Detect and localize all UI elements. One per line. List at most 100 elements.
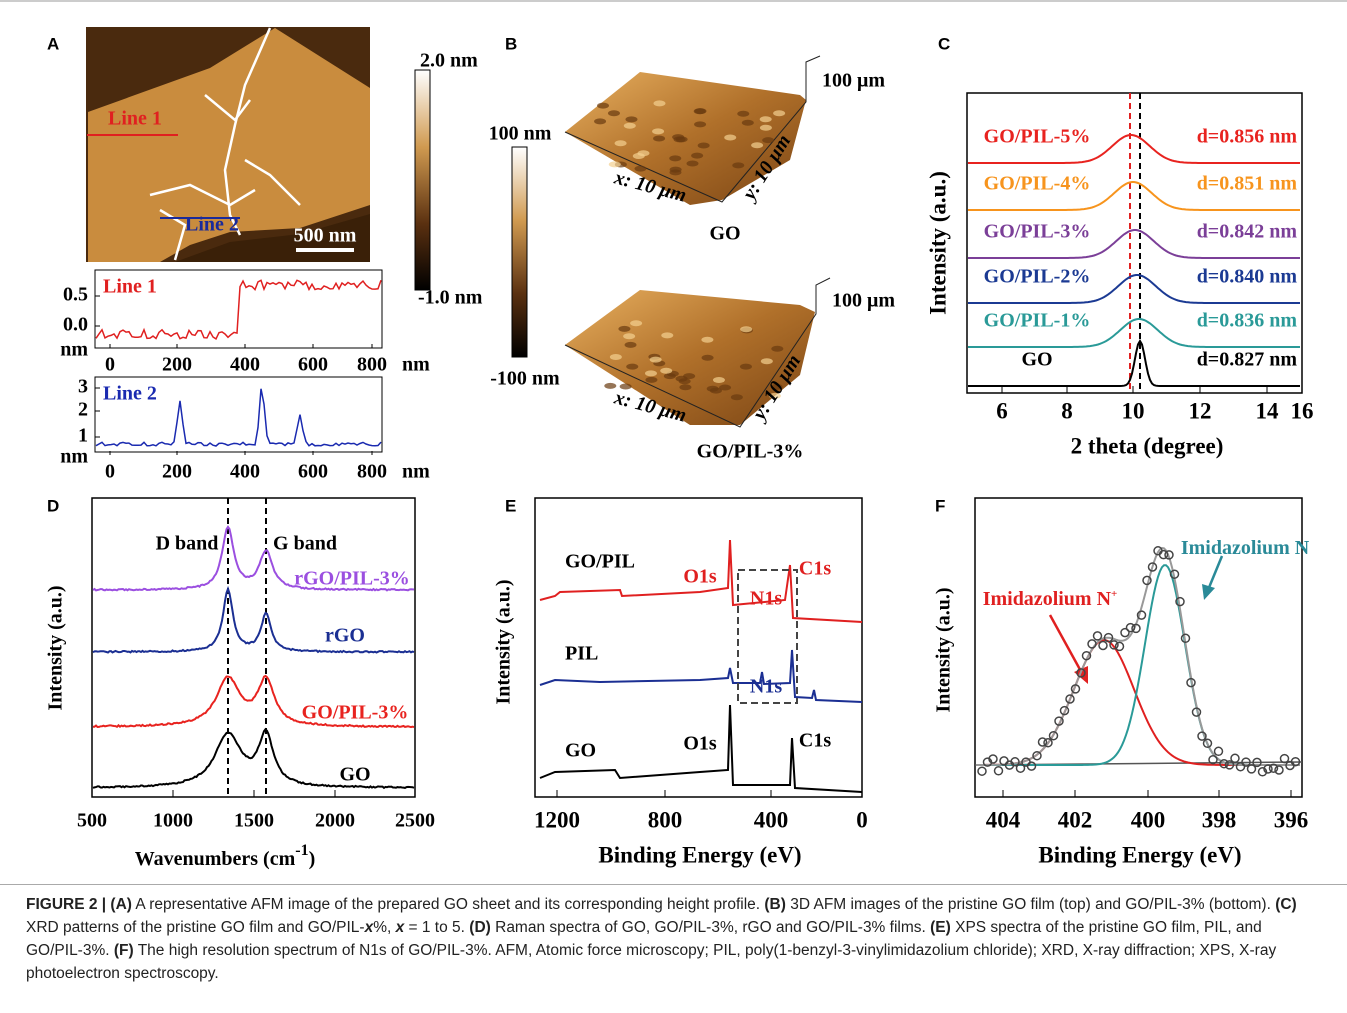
measured-point [1197,731,1207,741]
tick-label: 398 [1202,807,1237,832]
texture [693,108,706,115]
axes-3d [564,277,831,428]
tick-label: 400 [1131,807,1166,832]
texture [701,354,714,361]
texture [644,370,657,377]
series-label: rGO [325,625,365,647]
texture [686,160,699,167]
label: Line 2 [103,383,157,405]
measured-point [1268,763,1279,773]
tick-label: 0.0 [63,314,88,336]
series-label: GO [339,764,370,786]
texture [760,358,773,365]
label: GO [709,223,740,245]
measured-point [1213,746,1224,757]
measured-point [1032,750,1042,761]
scale-bar [296,248,354,252]
texture [732,162,745,169]
texture [594,118,607,125]
series-label: GO/PIL [565,551,635,573]
xrd-pattern [968,318,1300,348]
tick-label: 400 [754,807,789,832]
texture [649,356,662,363]
texture [653,100,666,107]
xrd-pattern [968,134,1300,164]
measured-point [1131,623,1141,634]
axes-3d [564,55,821,203]
texture [634,165,647,172]
tick-label: 2000 [315,810,355,832]
measured-point [1103,632,1114,643]
label: GO/PIL-3% [697,441,804,463]
series-label: PIL [565,643,598,665]
tick-label: 12 [1189,398,1212,423]
spectrum [539,704,863,793]
measured-point [977,766,987,776]
texture [618,325,631,332]
measured-point [1114,641,1125,652]
texture [730,394,743,401]
peak-label: C1s [799,558,831,580]
axis-title: Intensity (a.u.) [925,171,950,315]
texture [719,384,732,391]
caption-text: XPS spectra of the pristine GO film, PIL… [26,919,1262,959]
colorbar-label: -1.0 nm [418,287,483,309]
component-label: Imidazolium N [1181,537,1310,559]
texture [672,134,685,141]
raman-spectrum [92,727,415,790]
measured-point [1092,631,1103,641]
caption-text: FIGURE 2 | (A) [26,896,132,913]
texture [630,320,643,327]
measured-point [1246,764,1257,774]
label: Line 1 [103,276,157,298]
axis-title: Binding Energy (eV) [1038,842,1241,867]
highlight-box [737,569,798,704]
component-label-part: Imidazolium N [983,588,1112,610]
series-label: d=0.840 nm [1197,266,1298,288]
series-label: d=0.842 nm [1197,221,1298,243]
texture [697,142,710,149]
measured-point [1202,738,1213,749]
panel-label: F [935,496,945,515]
tick-label: 396 [1274,807,1309,832]
tick-label: 16 [1291,398,1314,423]
caption-text: (C) [1275,896,1297,913]
texture [609,353,622,360]
measured-point [1026,761,1037,771]
axis-title-part: -1 [295,842,308,859]
tick-label: 1500 [234,810,274,832]
measured-point [1142,575,1152,586]
caption-text: %, [373,919,396,936]
texture [759,124,772,131]
axis-title-part: Wavenumbers (cm [135,848,296,870]
measured-point [1186,677,1196,688]
texture [724,134,737,141]
texture [669,155,682,162]
axes-box [966,92,1303,394]
texture [604,382,617,389]
texture [740,326,753,333]
height-profile [95,388,382,447]
texture [737,110,750,117]
afm-3d-surface [565,290,815,425]
colorbar [511,146,528,358]
component-label-part: Imidazolium N [1181,537,1310,559]
texture [770,383,783,390]
surface-texture [594,100,786,401]
caption-text: (F) [113,942,134,959]
measured-point [1081,650,1092,661]
label: 500 nm [294,225,357,247]
caption-text: 3D AFM images of the pristine GO film (t… [785,896,1276,913]
axis-title: Wavenumbers (cm-1) [135,842,316,869]
series-label: GO [565,740,596,762]
texture [669,166,682,173]
measured-point [1158,549,1169,560]
series-label: GO/PIL-4% [984,173,1091,195]
series-label: d=0.851 nm [1197,173,1298,195]
panel-label: B [505,34,517,53]
component-label: Imidazolium N+ [983,588,1118,610]
arrows [1048,555,1224,684]
raman-spectrum [92,525,415,592]
texture [694,121,707,128]
